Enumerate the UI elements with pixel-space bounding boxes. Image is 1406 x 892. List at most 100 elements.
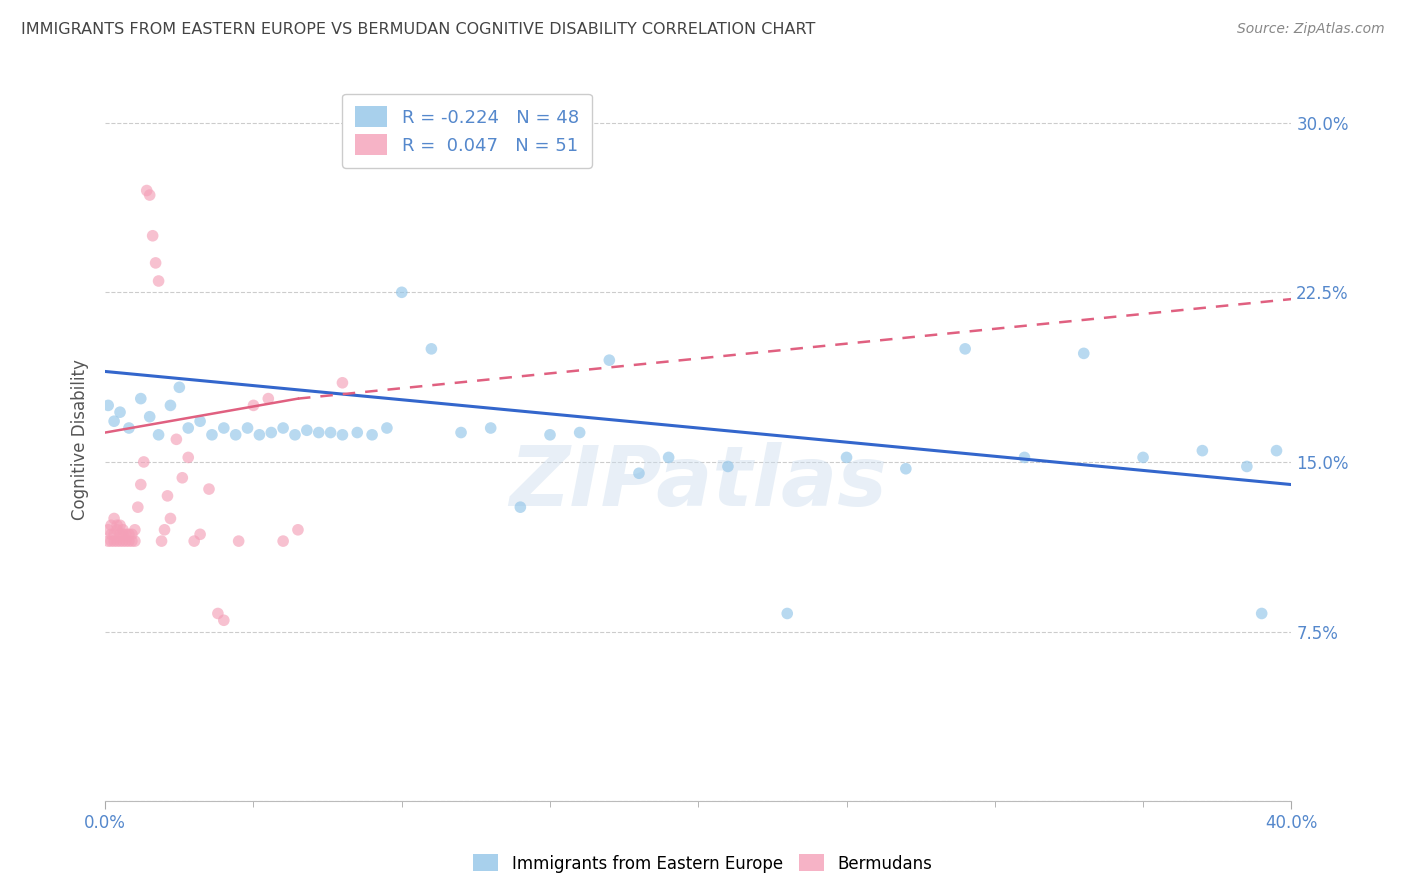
Point [375, 421, 398, 435]
Point [103, 511, 125, 525]
Point [129, 477, 152, 491]
Point [361, 427, 384, 442]
Point [332, 376, 354, 390]
Point [271, 534, 294, 549]
Point [177, 421, 200, 435]
Point [598, 353, 620, 368]
Point [1014, 450, 1036, 465]
Point [420, 342, 443, 356]
Point [103, 414, 125, 428]
Point [142, 228, 165, 243]
Point [100, 534, 122, 549]
Point [105, 523, 128, 537]
Text: Source: ZipAtlas.com: Source: ZipAtlas.com [1237, 22, 1385, 37]
Legend: R = -0.224   N = 48, R =  0.047   N = 51: R = -0.224 N = 48, R = 0.047 N = 51 [342, 94, 592, 168]
Point [201, 427, 224, 442]
Point [153, 523, 176, 537]
Point [346, 425, 368, 440]
Text: IMMIGRANTS FROM EASTERN EUROPE VS BERMUDAN COGNITIVE DISABILITY CORRELATION CHAR: IMMIGRANTS FROM EASTERN EUROPE VS BERMUD… [21, 22, 815, 37]
Point [145, 256, 167, 270]
Point [105, 518, 128, 533]
Point [138, 409, 160, 424]
Point [177, 450, 200, 465]
Point [332, 427, 354, 442]
Point [450, 425, 472, 440]
Point [111, 534, 134, 549]
Point [1250, 607, 1272, 621]
Point [207, 607, 229, 621]
Point [111, 523, 134, 537]
Point [100, 527, 122, 541]
Point [97, 534, 120, 549]
Point [835, 450, 858, 465]
Point [260, 425, 283, 440]
Point [103, 527, 125, 541]
Point [188, 527, 211, 541]
Point [97, 523, 120, 537]
Point [242, 398, 264, 412]
Point [228, 534, 250, 549]
Point [108, 534, 131, 549]
Point [97, 398, 120, 412]
Point [159, 511, 181, 525]
Point [156, 489, 179, 503]
Point [284, 427, 307, 442]
Point [121, 527, 143, 541]
Point [108, 527, 131, 541]
Point [124, 534, 146, 549]
Point [568, 425, 591, 440]
Point [148, 427, 170, 442]
Point [257, 392, 280, 406]
Point [127, 500, 149, 515]
Point [1132, 450, 1154, 465]
Point [1265, 443, 1288, 458]
Point [121, 534, 143, 549]
Point [138, 188, 160, 202]
Point [150, 534, 173, 549]
Point [124, 523, 146, 537]
Point [308, 425, 330, 440]
Point [225, 427, 247, 442]
Point [165, 433, 187, 447]
Point [159, 398, 181, 412]
Point [953, 342, 976, 356]
Point [169, 380, 191, 394]
Point [509, 500, 531, 515]
Point [115, 534, 138, 549]
Text: ZIPatlas: ZIPatlas [509, 442, 887, 524]
Point [103, 534, 125, 549]
Y-axis label: Cognitive Disability: Cognitive Disability [72, 359, 89, 520]
Point [118, 534, 141, 549]
Point [129, 392, 152, 406]
Legend: Immigrants from Eastern Europe, Bermudans: Immigrants from Eastern Europe, Bermudan… [467, 847, 939, 880]
Point [111, 527, 134, 541]
Point [1236, 459, 1258, 474]
Point [658, 450, 681, 465]
Point [319, 425, 342, 440]
Point [148, 274, 170, 288]
Point [538, 427, 561, 442]
Point [183, 534, 205, 549]
Point [236, 421, 259, 435]
Point [172, 471, 194, 485]
Point [188, 414, 211, 428]
Point [717, 459, 740, 474]
Point [132, 455, 155, 469]
Point [100, 518, 122, 533]
Point [105, 534, 128, 549]
Point [108, 518, 131, 533]
Point [135, 184, 157, 198]
Point [1073, 346, 1095, 360]
Point [1191, 443, 1213, 458]
Point [212, 421, 235, 435]
Point [391, 285, 413, 300]
Point [118, 421, 141, 435]
Point [479, 421, 502, 435]
Point [295, 423, 318, 437]
Point [212, 613, 235, 627]
Point [249, 427, 271, 442]
Point [627, 467, 650, 481]
Point [118, 527, 141, 541]
Point [271, 421, 294, 435]
Point [115, 527, 138, 541]
